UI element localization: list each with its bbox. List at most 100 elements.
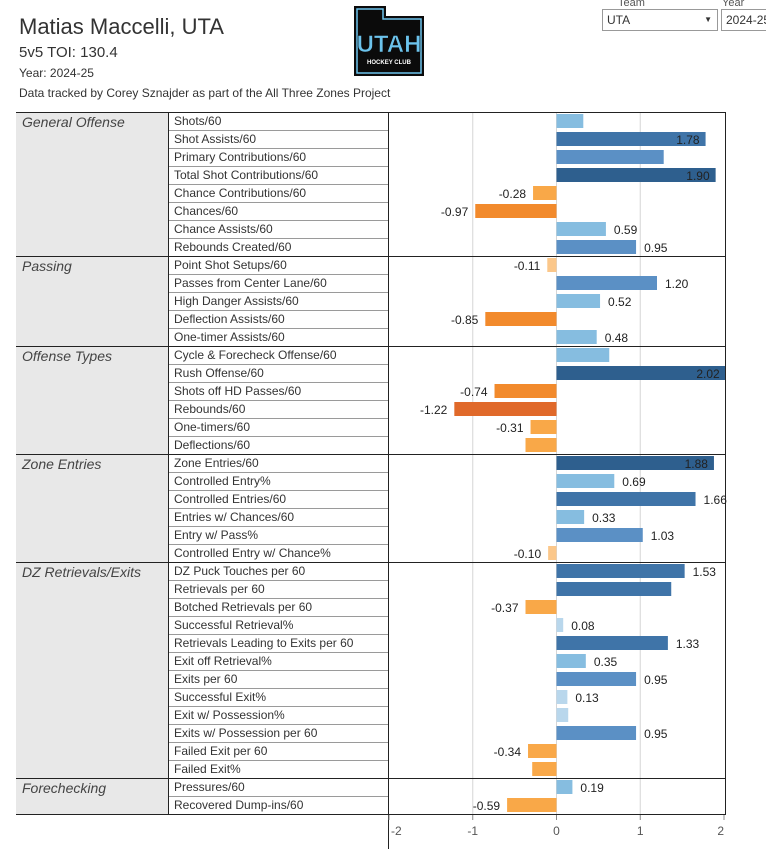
group-label: Passing [22,258,72,274]
bars [454,114,726,812]
labels: General Offense Shots/60 Shot Assists/60 1.… [21,114,727,838]
value-label: 1.03 [651,529,675,543]
group-cell [16,778,168,814]
bar [556,294,601,308]
bar [507,798,557,812]
metric-label: Rebounds Created/60 [174,240,292,254]
metric-label: High Danger Assists/60 [174,294,299,308]
bar [556,150,664,164]
bar [556,240,637,254]
bar [494,384,557,398]
bar [530,420,557,434]
bar [556,708,569,722]
metric-label: One-timers/60 [174,420,250,434]
value-label: 1.90 [686,169,710,183]
axis-tick-label: 1 [637,824,644,838]
bar [525,438,557,452]
group-cell [16,112,168,256]
value-label: -0.28 [499,187,527,201]
metric-label: Controlled Entry% [174,474,271,488]
metric-label: Chance Contributions/60 [174,186,306,200]
year-select-value: 2024-25 [726,13,766,27]
bar [556,366,726,380]
value-label: 0.33 [592,511,616,525]
metric-label: Retrievals Leading to Exits per 60 [174,636,354,650]
bar [556,132,706,146]
logo-sub-text: HOCKEY CLUB [367,60,412,66]
group-label: Forechecking [22,780,106,796]
value-label: -0.85 [451,313,479,327]
value-label: 1.66 [704,493,728,507]
metric-label: One-timer Assists/60 [174,330,285,344]
bar [454,402,557,416]
bar [556,276,657,290]
bar [556,654,586,668]
toi-line: 5v5 TOI: 130.4 [19,44,118,61]
bar [556,726,637,740]
bar [556,672,637,686]
value-label: 0.48 [605,331,629,345]
metric-label: Successful Retrieval% [174,618,294,632]
value-label: -1.22 [420,403,448,417]
bar [485,312,557,326]
bar [556,780,573,794]
value-label: 0.52 [608,295,632,309]
bar [556,222,606,236]
metric-label: Primary Contributions/60 [174,150,306,164]
bar [556,528,643,542]
bar [556,690,568,704]
group-cell [16,346,168,454]
metric-label: Rush Offense/60 [174,366,264,380]
bar [556,456,714,470]
bar [525,600,557,614]
dividers [16,112,726,849]
value-label: 0.95 [644,727,668,741]
metric-label: Exits w/ Possession per 60 [174,726,318,740]
group-label: Offense Types [22,348,112,364]
value-label: 2.02 [696,367,720,381]
bar [556,492,696,506]
bar [548,546,557,560]
value-label: 1.53 [693,565,717,579]
value-label: 0.95 [644,673,668,687]
value-label: -0.31 [496,421,524,435]
metric-label: Retrievals per 60 [174,582,265,596]
credit-line: Data tracked by Corey Sznajder as part o… [19,86,391,100]
group-backgrounds [16,112,168,814]
bar [556,348,610,362]
metric-label: Exit w/ Possession% [174,708,285,722]
player-title: Matias Maccelli, UTA [19,14,224,39]
bar [533,186,557,200]
metric-label: Shots off HD Passes/60 [174,384,302,398]
metric-label: Failed Exit per 60 [174,744,268,758]
axis-tick-label: 0 [553,824,560,838]
metric-label: Failed Exit% [174,762,241,776]
metric-label: Passes from Center Lane/60 [174,276,327,290]
value-label: 1.33 [676,637,700,651]
toi-label: 5v5 TOI: [19,44,76,61]
group-cell [16,256,168,346]
axis-tick-label: -1 [467,824,478,838]
value-label: -0.59 [473,799,501,813]
logo-main-text: UTAH [357,31,422,58]
bar [475,204,557,218]
metric-label: Controlled Entries/60 [174,492,286,506]
value-label: 1.88 [685,457,709,471]
metric-label: Exit off Retrieval% [174,654,272,668]
value-label: 0.95 [644,241,668,255]
metric-label: Shot Assists/60 [174,132,256,146]
year-select[interactable]: 2024-25 [721,9,766,31]
metric-label: Successful Exit% [174,690,266,704]
metric-label: Shots/60 [174,114,222,128]
team-logo: UTAH HOCKEY CLUB [354,6,424,76]
value-label: 0.69 [622,475,646,489]
value-label: 0.13 [575,691,599,705]
bar [532,762,557,776]
metric-label: Exits per 60 [174,672,238,686]
metric-label: Chances/60 [174,204,238,218]
axis-tick-label: 2 [717,824,724,838]
team-select[interactable]: UTA ▼ [602,9,718,31]
metric-label: Deflections/60 [174,438,250,452]
metric-label: Zone Entries/60 [174,456,259,470]
